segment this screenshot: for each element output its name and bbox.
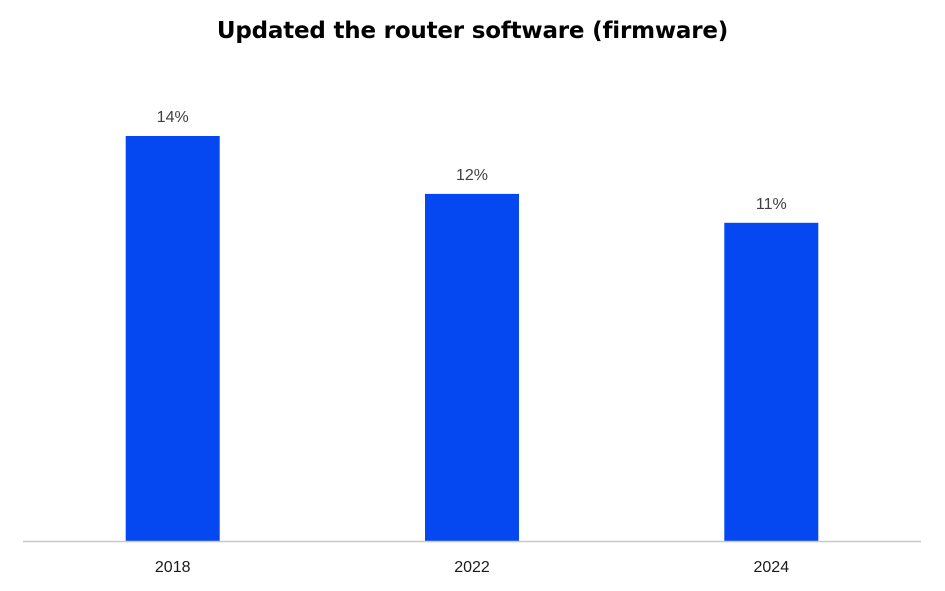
bar-2024 bbox=[724, 222, 819, 542]
chart-title: Updated the router software (firmware) bbox=[216, 18, 729, 44]
bar-2022 bbox=[425, 193, 519, 541]
data-label-2024: 11% bbox=[756, 196, 787, 213]
data-label-2018: 14% bbox=[157, 109, 189, 126]
data-label-2022: 12% bbox=[456, 167, 488, 184]
x-tick-label-2022: 2022 bbox=[454, 559, 490, 576]
bar-2018 bbox=[125, 136, 220, 541]
x-tick-label-2018: 2018 bbox=[155, 559, 191, 576]
labels-layer: 14% 2018 12% 2022 11% 2024 bbox=[155, 109, 789, 576]
x-tick-label-2024: 2024 bbox=[754, 559, 790, 576]
bars-layer bbox=[125, 136, 819, 542]
